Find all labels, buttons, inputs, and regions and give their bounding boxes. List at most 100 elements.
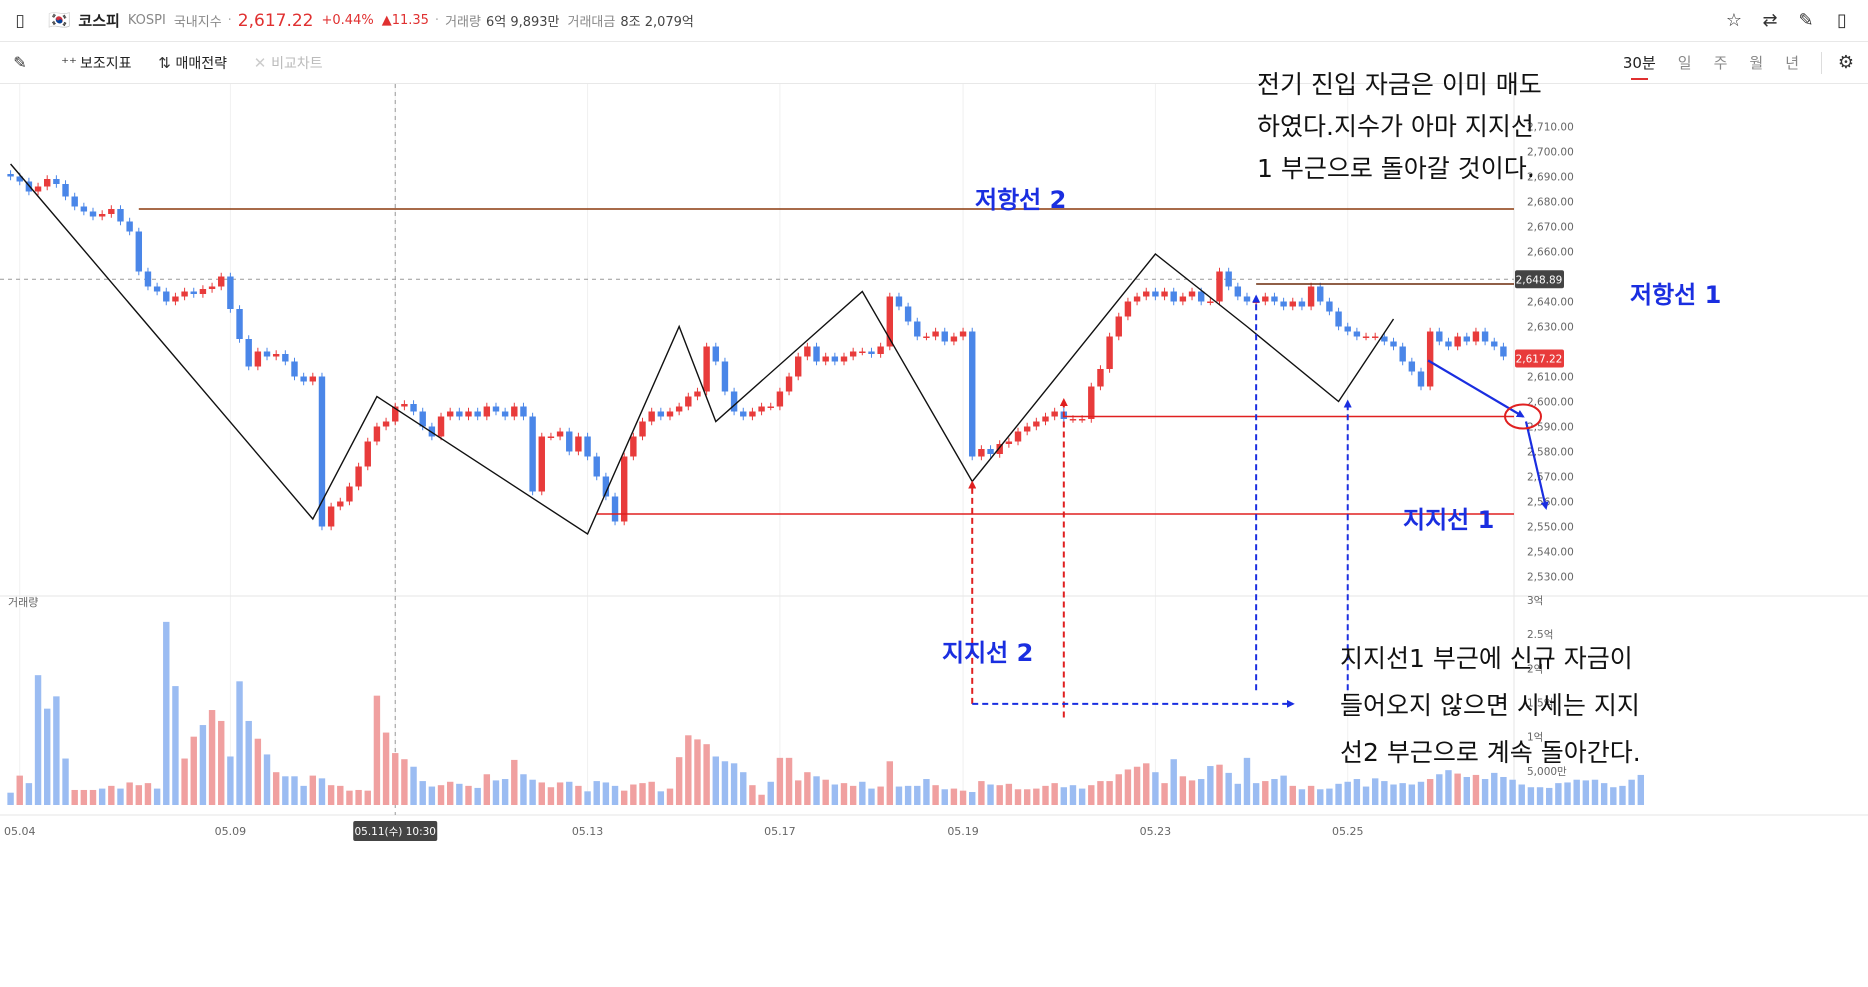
- candle[interactable]: [428, 422, 436, 441]
- candle[interactable]: [218, 272, 225, 291]
- period-30min[interactable]: 30분: [1622, 54, 1656, 80]
- candle[interactable]: [666, 407, 674, 421]
- candle[interactable]: [996, 440, 1003, 458]
- candle[interactable]: [1500, 342, 1507, 361]
- candle[interactable]: [263, 347, 271, 361]
- candle[interactable]: [1463, 332, 1470, 346]
- candle[interactable]: [1271, 292, 1278, 306]
- candle[interactable]: [108, 205, 115, 218]
- candle[interactable]: [685, 392, 692, 411]
- candle[interactable]: [822, 352, 829, 366]
- candle[interactable]: [401, 400, 408, 411]
- candle[interactable]: [639, 417, 646, 441]
- candle[interactable]: [1124, 297, 1132, 321]
- candle[interactable]: [556, 427, 564, 441]
- pen-icon[interactable]: ✎: [13, 53, 27, 72]
- candle[interactable]: [657, 407, 665, 421]
- indicators-button[interactable]: ⁺⁺ 보조지표: [58, 49, 131, 77]
- candle[interactable]: [1179, 292, 1187, 306]
- candle[interactable]: [1234, 282, 1242, 301]
- candle[interactable]: [337, 497, 344, 511]
- candle[interactable]: [410, 400, 417, 416]
- candle[interactable]: [245, 335, 252, 371]
- settings-gear-icon[interactable]: ⚙: [1837, 52, 1855, 73]
- candle[interactable]: [1115, 312, 1122, 341]
- candle[interactable]: [1335, 307, 1342, 331]
- candle[interactable]: [1472, 327, 1480, 346]
- candle[interactable]: [1133, 292, 1141, 306]
- candle[interactable]: [446, 407, 454, 421]
- period-week[interactable]: 주: [1713, 54, 1728, 72]
- star-icon[interactable]: ☆: [1725, 10, 1743, 31]
- candle[interactable]: [144, 267, 152, 291]
- candle[interactable]: [89, 207, 97, 221]
- candle[interactable]: [1298, 297, 1306, 311]
- candle[interactable]: [272, 350, 280, 361]
- candle[interactable]: [1445, 337, 1452, 351]
- candle[interactable]: [593, 452, 600, 481]
- candle[interactable]: [749, 407, 756, 421]
- candle[interactable]: [1143, 287, 1150, 301]
- candle[interactable]: [126, 217, 133, 236]
- candle[interactable]: [309, 372, 317, 386]
- candle[interactable]: [1426, 327, 1434, 391]
- candle[interactable]: [392, 402, 399, 426]
- candle[interactable]: [959, 327, 967, 341]
- candle[interactable]: [1262, 292, 1269, 306]
- compare-button[interactable]: ✕ 비교차트: [249, 49, 323, 77]
- candle[interactable]: [868, 347, 875, 358]
- candle[interactable]: [1188, 287, 1196, 301]
- candle[interactable]: [1207, 297, 1214, 306]
- candle[interactable]: [163, 287, 170, 306]
- candle[interactable]: [1051, 407, 1058, 421]
- candle[interactable]: [355, 462, 362, 491]
- candle[interactable]: [1280, 297, 1287, 311]
- candle[interactable]: [181, 287, 188, 301]
- candle[interactable]: [978, 445, 985, 461]
- candle[interactable]: [611, 492, 619, 526]
- candle[interactable]: [895, 292, 903, 311]
- candle[interactable]: [373, 422, 381, 446]
- candle[interactable]: [1317, 282, 1324, 306]
- candle[interactable]: [456, 407, 463, 421]
- candle[interactable]: [1353, 327, 1361, 341]
- candle[interactable]: [694, 387, 701, 401]
- candle[interactable]: [703, 342, 710, 396]
- candle[interactable]: [1225, 267, 1232, 291]
- candle[interactable]: [80, 202, 88, 216]
- candle[interactable]: [1014, 427, 1022, 446]
- candle[interactable]: [740, 407, 747, 421]
- edit-icon[interactable]: ✎: [1798, 10, 1814, 31]
- candle[interactable]: [1390, 337, 1397, 351]
- sidebar-toggle-icon[interactable]: ▯: [15, 10, 25, 31]
- candle[interactable]: [730, 387, 738, 416]
- candle[interactable]: [172, 292, 179, 306]
- candle[interactable]: [675, 402, 683, 416]
- candle[interactable]: [318, 372, 326, 531]
- candle[interactable]: [804, 342, 811, 361]
- candle[interactable]: [1491, 337, 1498, 351]
- candle[interactable]: [886, 292, 894, 351]
- candle[interactable]: [602, 472, 610, 501]
- candle[interactable]: [465, 407, 472, 421]
- candle[interactable]: [1381, 332, 1388, 346]
- candle[interactable]: [227, 272, 234, 313]
- candle[interactable]: [1307, 282, 1315, 311]
- candle[interactable]: [346, 482, 353, 506]
- candle[interactable]: [529, 412, 536, 496]
- period-day[interactable]: 일: [1677, 54, 1692, 72]
- candle[interactable]: [1216, 267, 1223, 306]
- candle[interactable]: [950, 332, 958, 346]
- candle[interactable]: [969, 327, 976, 461]
- period-year[interactable]: 년: [1785, 54, 1799, 72]
- candle[interactable]: [511, 402, 518, 421]
- candle[interactable]: [785, 372, 793, 396]
- candle[interactable]: [584, 432, 591, 461]
- candle[interactable]: [1097, 365, 1104, 391]
- candle[interactable]: [795, 352, 802, 381]
- candle[interactable]: [291, 357, 298, 381]
- candle[interactable]: [208, 282, 216, 293]
- candle[interactable]: [1408, 357, 1416, 376]
- candle[interactable]: [1042, 412, 1049, 426]
- candle[interactable]: [98, 210, 106, 221]
